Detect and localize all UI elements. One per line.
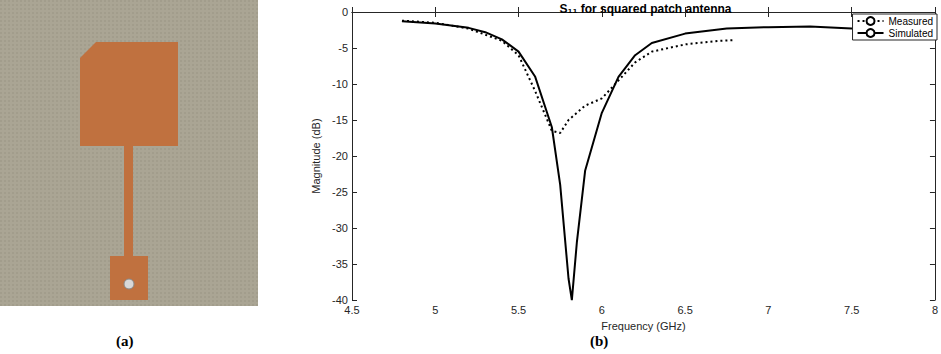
svg-text:S₁₁ for squared patch antenna: S₁₁ for squared patch antenna	[560, 2, 732, 16]
svg-text:-10: -10	[332, 78, 348, 90]
svg-text:5.5: 5.5	[511, 304, 526, 316]
svg-text:Simulated: Simulated	[889, 28, 933, 39]
svg-text:-25: -25	[332, 186, 348, 198]
svg-text:-5: -5	[338, 42, 348, 54]
svg-text:6: 6	[599, 304, 605, 316]
svg-text:6.5: 6.5	[677, 304, 692, 316]
html-text:(a): (a)	[116, 333, 134, 349]
svg-text:4.5: 4.5	[344, 304, 359, 316]
svg-text:Magnitude (dB): Magnitude (dB)	[310, 118, 322, 193]
svg-text:Measured: Measured	[889, 16, 933, 27]
svg-text:5: 5	[432, 304, 438, 316]
svg-text:-35: -35	[332, 258, 348, 270]
svg-text:-30: -30	[332, 222, 348, 234]
svg-text:0: 0	[342, 6, 348, 18]
svg-text:8: 8	[932, 304, 938, 316]
svg-text:7: 7	[765, 304, 771, 316]
svg-text:-40: -40	[332, 294, 348, 307]
svg-text:7.5: 7.5	[844, 304, 859, 316]
svg-text:Frequency (GHz): Frequency (GHz)	[601, 320, 685, 332]
html-text:(b): (b)	[590, 333, 609, 349]
svg-text:-20: -20	[332, 150, 348, 162]
svg-text:-15: -15	[332, 114, 348, 126]
